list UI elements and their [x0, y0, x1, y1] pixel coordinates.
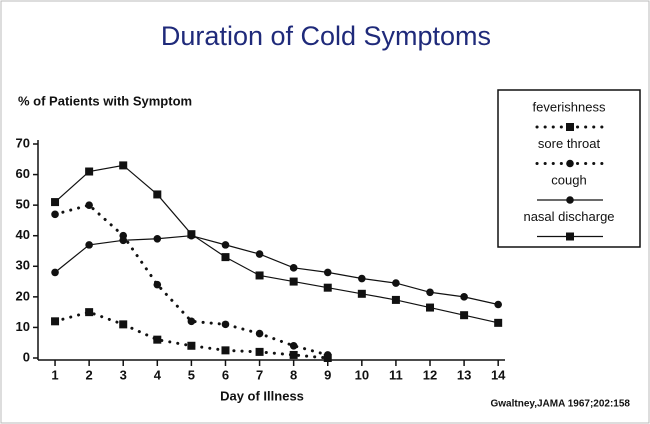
marker: [494, 318, 503, 327]
marker: [153, 280, 162, 289]
y-tick-label: 70: [16, 135, 30, 150]
marker: [323, 283, 332, 292]
marker: [119, 161, 128, 170]
y-tick-label: 30: [16, 258, 30, 273]
marker: [51, 317, 60, 326]
x-tick-label: 11: [389, 367, 403, 382]
marker: [153, 335, 162, 344]
marker: [255, 250, 264, 258]
legend-label: feverishness: [533, 99, 606, 114]
marker: [323, 268, 332, 277]
marker: [255, 271, 264, 280]
marker: [392, 279, 400, 287]
marker: [391, 295, 400, 304]
legend-box: [497, 89, 641, 248]
x-axis-label: Day of Illness: [220, 388, 304, 403]
legend-marker: [566, 196, 574, 204]
marker: [289, 264, 298, 272]
x-tick-label: 7: [256, 367, 263, 382]
x-tick-label: 4: [154, 367, 162, 382]
marker: [358, 274, 366, 283]
marker: [323, 351, 332, 359]
y-tick-label: 50: [16, 197, 30, 212]
marker: [153, 234, 162, 243]
marker: [153, 190, 162, 199]
marker: [85, 241, 93, 249]
marker: [221, 253, 230, 262]
x-tick-label: 6: [222, 367, 229, 382]
marker: [221, 346, 230, 355]
marker: [460, 293, 468, 301]
series-line: [54, 164, 499, 324]
marker: [289, 350, 298, 359]
y-tick-label: 60: [16, 166, 30, 181]
marker: [494, 300, 502, 309]
marker: [51, 210, 59, 219]
legend-marker: [566, 123, 574, 131]
x-tick-label: 3: [120, 367, 127, 382]
marker: [426, 288, 434, 297]
marker: [187, 230, 196, 239]
chart-title: Duration of Cold Symptoms: [161, 21, 491, 51]
x-tick-label: 12: [423, 367, 437, 382]
y-axis-label: % of Patients with Symptom: [18, 93, 192, 108]
y-tick-label: 10: [16, 319, 30, 334]
x-tick-label: 8: [290, 367, 297, 382]
marker: [289, 277, 298, 286]
y-tick-label: 40: [16, 227, 30, 242]
marker: [85, 201, 93, 209]
series-line: [53, 310, 330, 360]
legend-marker: [566, 159, 574, 168]
series-line: [54, 235, 499, 306]
marker: [187, 341, 196, 350]
legend-marker: [566, 232, 574, 241]
marker: [221, 241, 230, 249]
marker: [51, 268, 59, 277]
series-line: [53, 203, 330, 357]
x-tick-label: 13: [457, 367, 471, 382]
y-tick-label: 20: [16, 288, 30, 303]
marker: [357, 289, 366, 298]
x-tick-label: 2: [86, 367, 93, 382]
marker: [289, 341, 298, 350]
x-tick-label: 1: [51, 367, 58, 382]
legend-label: nasal discharge: [523, 209, 614, 224]
marker: [460, 311, 469, 320]
legend-label: sore throat: [538, 136, 601, 151]
marker: [426, 303, 435, 312]
x-tick-label: 10: [355, 367, 369, 382]
marker: [187, 317, 196, 326]
y-tick-label: 0: [23, 349, 30, 364]
marker: [51, 198, 60, 207]
legend-label: cough: [551, 172, 586, 187]
marker: [119, 236, 128, 245]
marker: [255, 347, 264, 356]
marker: [255, 329, 264, 338]
marker: [119, 320, 128, 329]
x-tick-label: 14: [491, 367, 506, 382]
marker: [221, 320, 230, 329]
marker: [85, 167, 94, 176]
marker: [85, 308, 94, 317]
source: Gwaltney,JAMA 1967;202:158: [490, 399, 630, 410]
x-tick-label: 5: [188, 367, 195, 382]
x-tick-label: 9: [324, 367, 331, 382]
